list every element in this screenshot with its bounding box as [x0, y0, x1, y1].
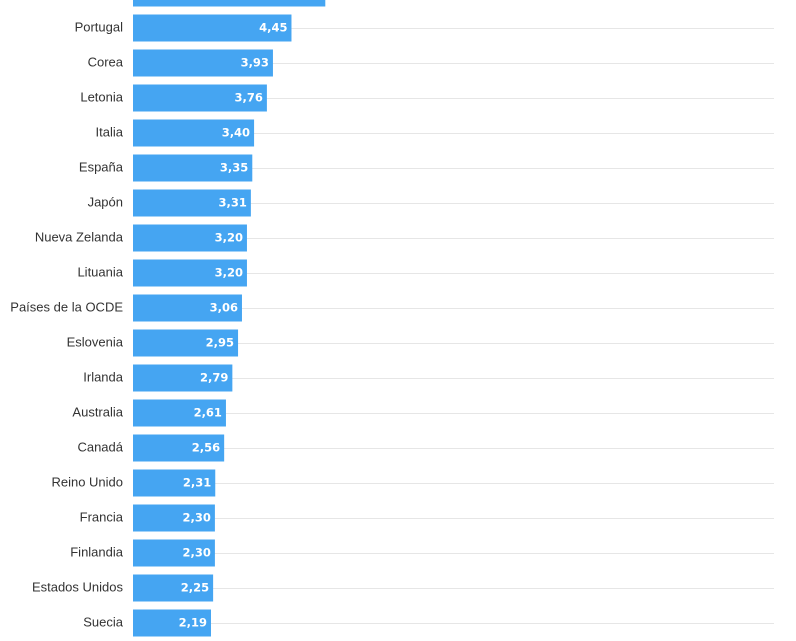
bar-5 [133, 154, 253, 182]
category-label: Corea [88, 54, 124, 69]
bar-6 [133, 189, 251, 217]
bar-8 [133, 259, 247, 287]
value-label: 2,19 [179, 616, 207, 630]
category-label: Francia [80, 509, 124, 524]
bar-12 [133, 399, 226, 427]
category-label: Nueva Zelanda [35, 229, 124, 244]
category-label: España [79, 159, 124, 174]
bar-2 [133, 49, 273, 77]
value-label: 2,56 [192, 441, 220, 455]
category-label: Lituania [77, 264, 123, 279]
category-label: Italia [96, 124, 124, 139]
category-label: Letonia [80, 89, 123, 104]
value-label: 3,20 [215, 231, 243, 245]
category-label: Reino Unido [51, 474, 123, 489]
bar-18 [133, 609, 211, 637]
value-label: 2,95 [206, 336, 234, 350]
value-label: 2,30 [183, 546, 211, 560]
bar-13 [133, 434, 225, 462]
value-label: 2,31 [183, 476, 211, 490]
bar-11 [133, 364, 233, 392]
value-label: 2,25 [181, 581, 209, 595]
bar-10 [133, 329, 239, 357]
value-label: 3,93 [241, 56, 269, 70]
value-label: 3,06 [210, 301, 238, 315]
value-label: 3,40 [222, 126, 250, 140]
category-label: Suecia [83, 614, 124, 629]
value-label: 3,31 [218, 196, 246, 210]
value-labels: 4,45 3,93 3,76 3,40 3,35 3,31 3,20 3,20 3,06 2,95… [179, 21, 288, 630]
category-labels: Portugal Corea Letonia Italia España Japón Nue… [10, 19, 123, 629]
category-label: Australia [72, 404, 123, 419]
category-label: Finlandia [70, 544, 124, 559]
value-label: 3,76 [235, 91, 263, 105]
category-label: Portugal [75, 19, 124, 34]
bar-16 [133, 539, 215, 567]
category-label: Eslovenia [67, 334, 124, 349]
value-label: 2,61 [194, 406, 222, 420]
bar-3 [133, 84, 267, 112]
value-label: 3,35 [220, 161, 248, 175]
category-label: Japón [88, 194, 123, 209]
bar-1 [133, 14, 292, 42]
bar-9 [133, 294, 242, 322]
value-label: 2,79 [200, 371, 228, 385]
category-label: Estados Unidos [32, 579, 124, 594]
category-label: Países de la OCDE [10, 299, 123, 314]
bar-0 [133, 0, 326, 7]
bar-7 [133, 224, 247, 252]
bar-14 [133, 469, 216, 497]
value-label: 2,30 [183, 511, 211, 525]
bars [133, 0, 326, 637]
bar-17 [133, 574, 214, 602]
category-label: Irlanda [83, 369, 124, 384]
value-label: 3,20 [215, 266, 243, 280]
value-label: 4,45 [259, 21, 287, 35]
bar-4 [133, 119, 255, 147]
bar-15 [133, 504, 215, 532]
category-label: Canadá [77, 439, 123, 454]
